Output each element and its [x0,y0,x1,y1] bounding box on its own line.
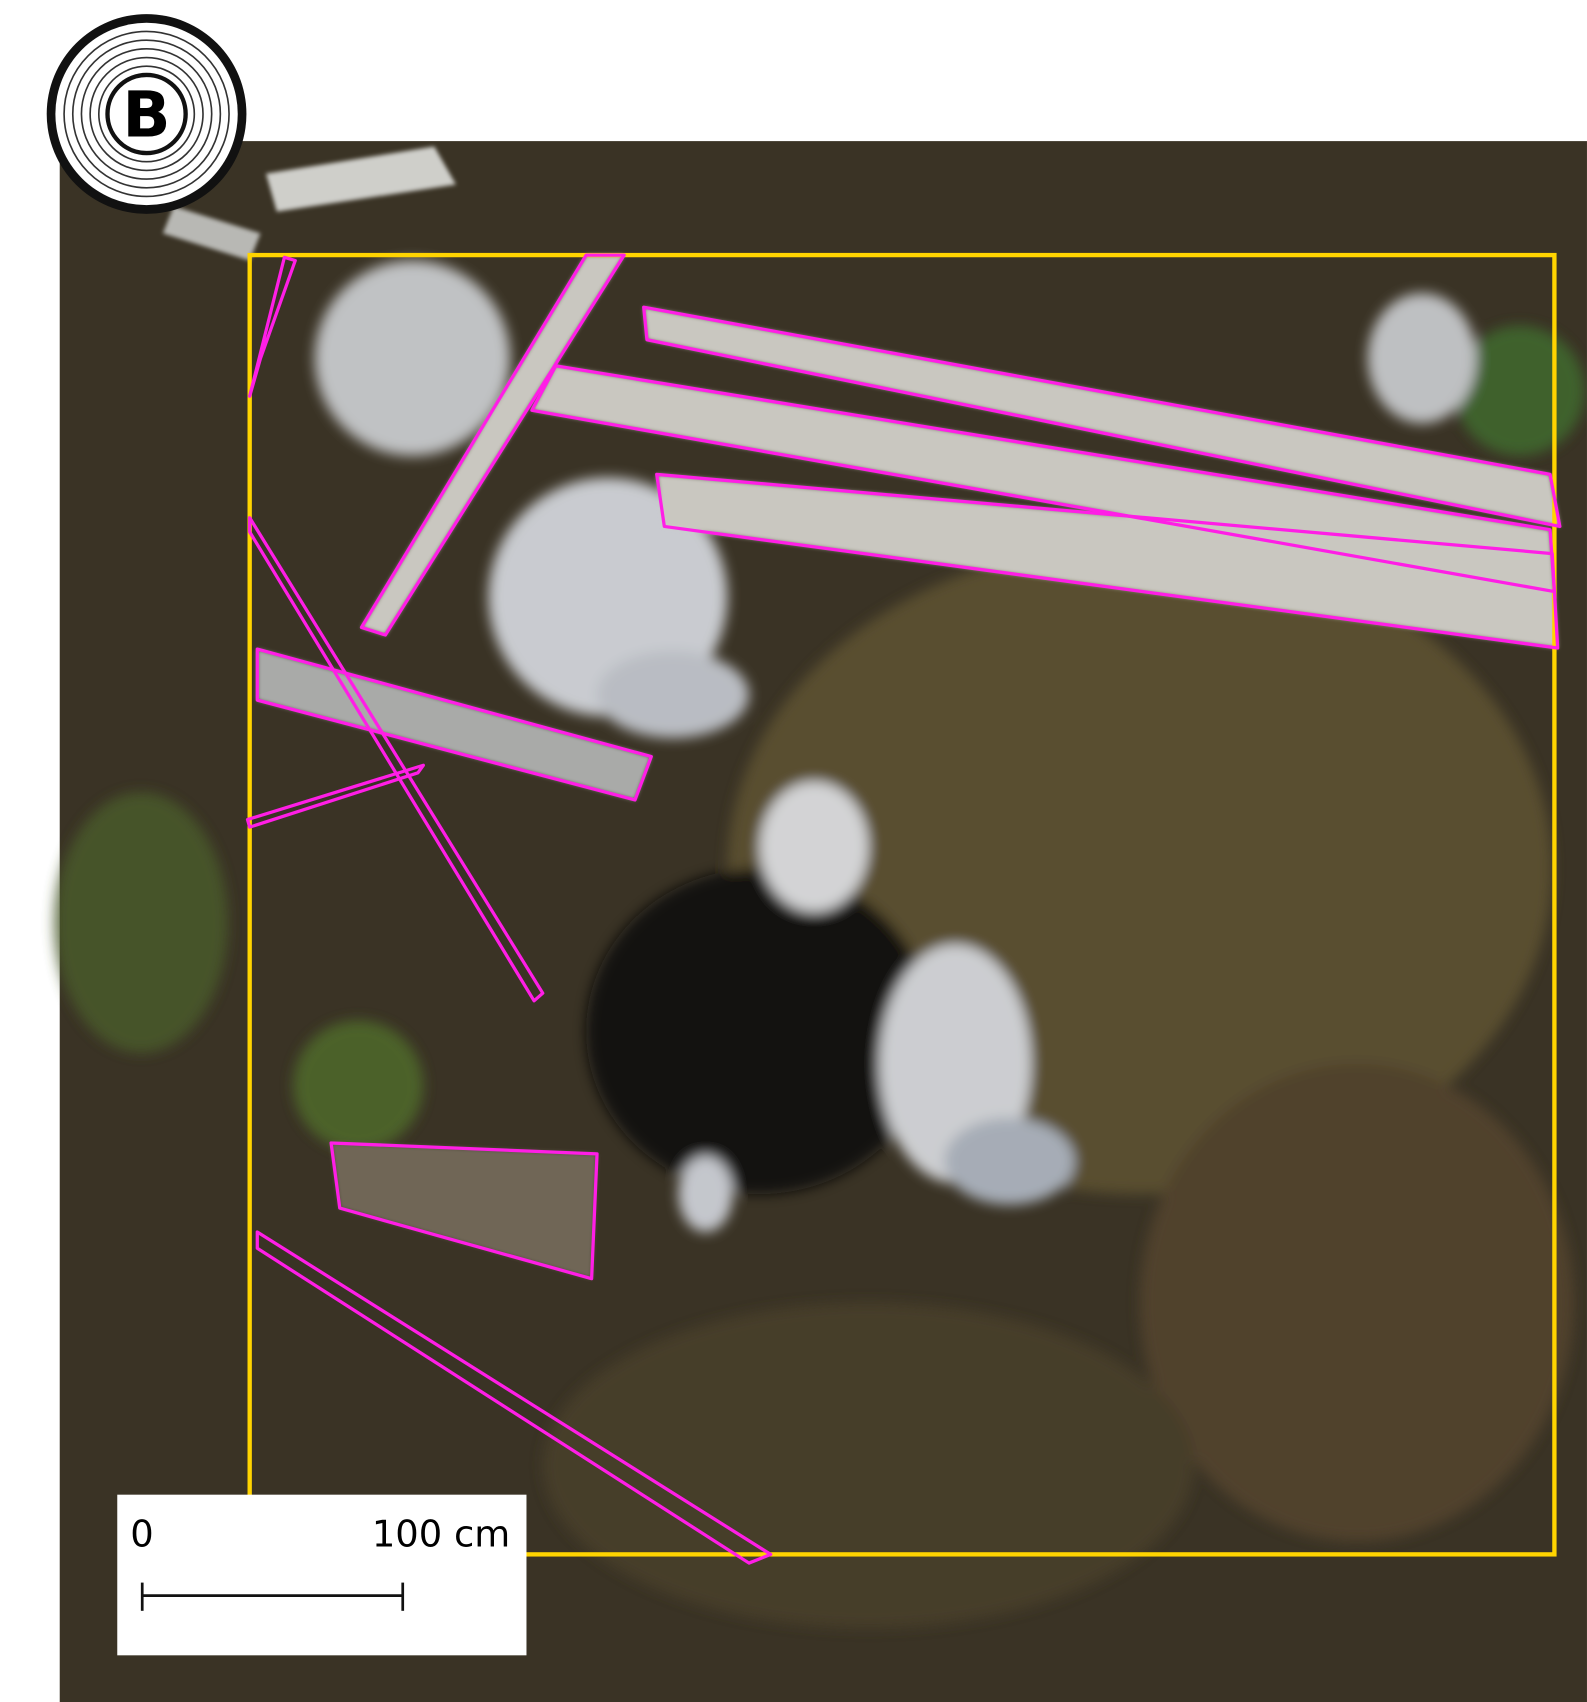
scale-start-label: 0 [130,1512,153,1555]
badge-label: B [123,78,171,151]
figure: B 0 100 cm [0,0,1587,1702]
badge: B [47,14,247,214]
scale-bar: 0 100 cm [117,1495,526,1656]
scale-end-label: 100 cm [372,1512,510,1555]
